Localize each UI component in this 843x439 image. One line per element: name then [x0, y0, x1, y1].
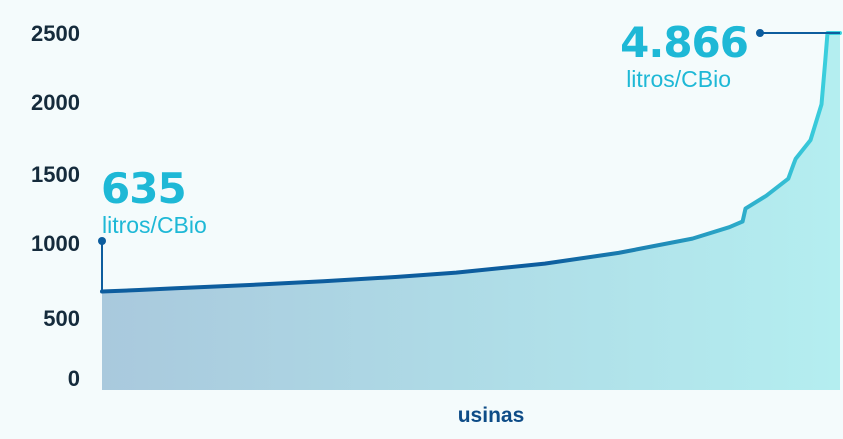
y-axis-ticks: 0 500 1000 1500 2000 2500: [31, 21, 80, 391]
max-annotation-unit: litros/CBio: [626, 66, 731, 92]
y-tick-label: 0: [68, 366, 80, 391]
min-annotation-unit: litros/CBio: [102, 212, 207, 238]
y-tick-label: 1500: [31, 162, 80, 187]
y-tick-label: 500: [43, 306, 80, 331]
y-tick-label: 2500: [31, 21, 80, 46]
y-tick-label: 2000: [31, 90, 80, 115]
max-annotation-value: 4.866: [620, 18, 748, 67]
x-axis-label: usinas: [458, 404, 525, 427]
min-annotation-dot: [98, 237, 106, 245]
min-annotation-value: 635: [101, 164, 186, 213]
y-tick-label: 1000: [31, 231, 80, 256]
max-annotation-dot: [756, 29, 764, 37]
